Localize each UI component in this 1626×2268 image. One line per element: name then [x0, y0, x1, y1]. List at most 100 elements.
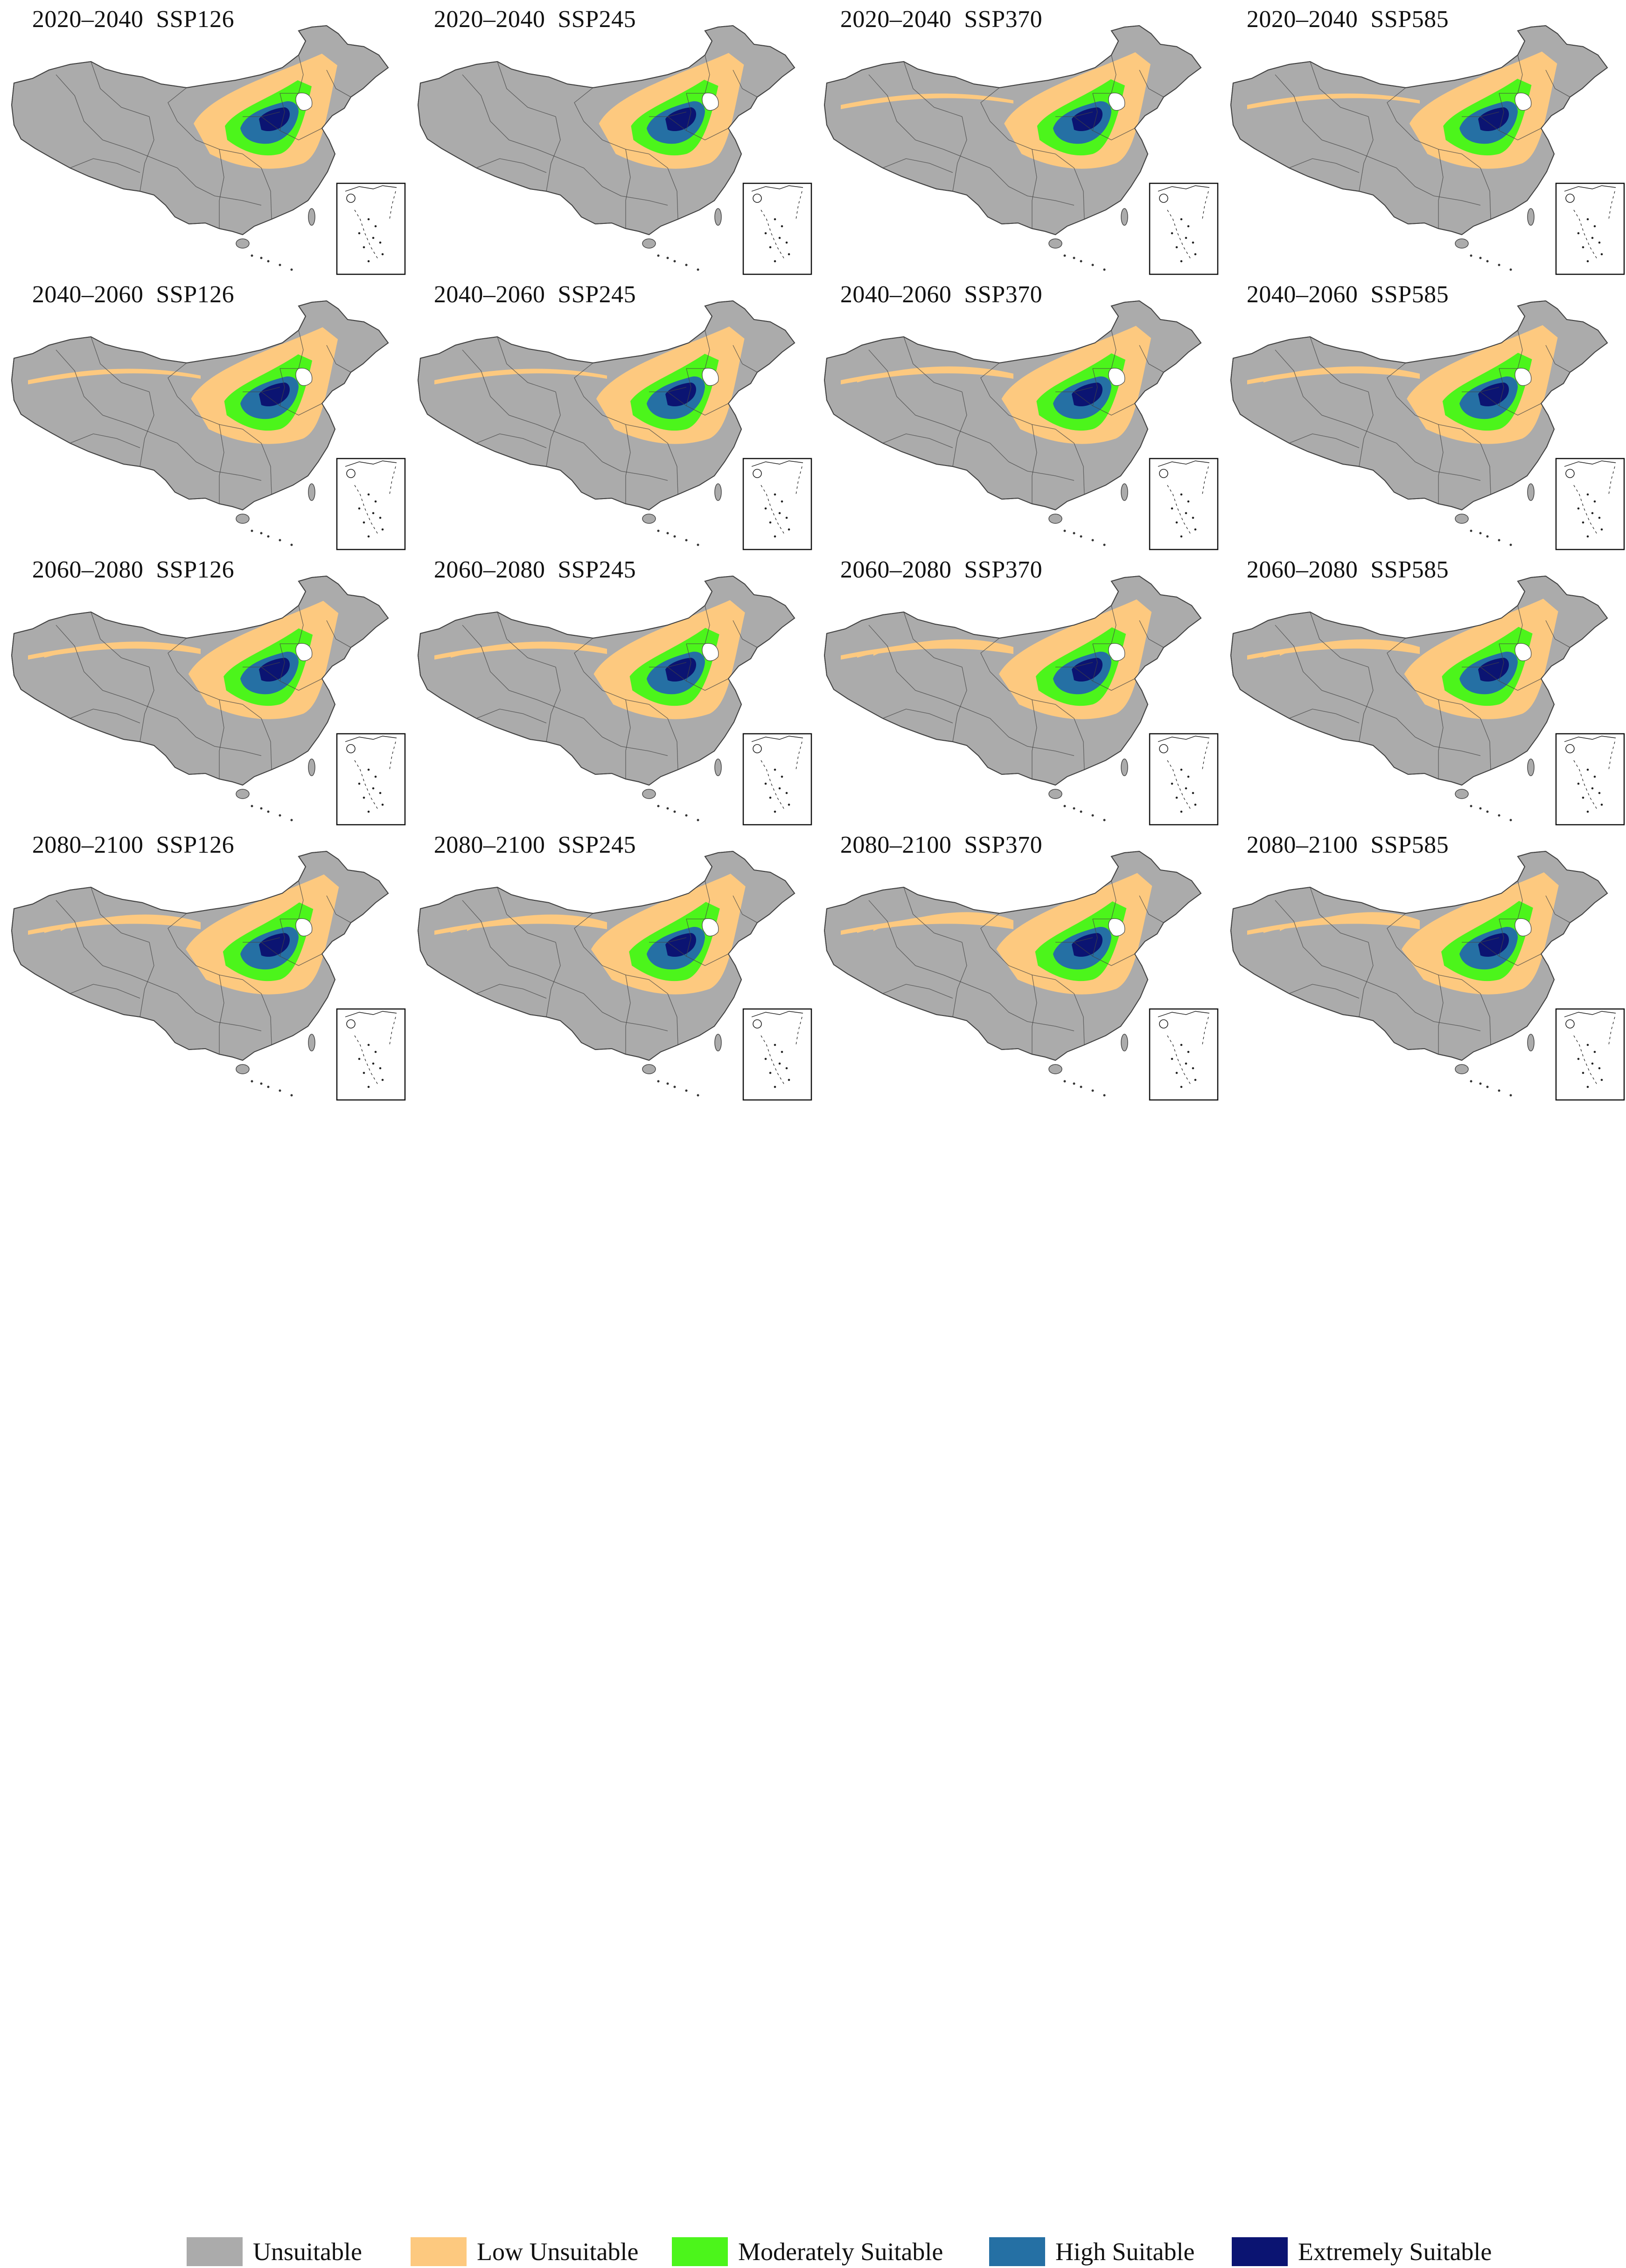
- taiwan-island: [1527, 1034, 1535, 1051]
- small-island-dot: [1486, 535, 1489, 538]
- panel-title: 2060–2080 SSP245: [433, 557, 636, 583]
- country-outline: [11, 850, 389, 1061]
- province-boundaries: [56, 55, 351, 229]
- south-china-sea-inset: [1149, 733, 1219, 826]
- china-suitability-map: [417, 25, 812, 275]
- legend-label-high-suitable: High Suitable: [1055, 2238, 1195, 2266]
- small-island-dot: [251, 529, 253, 532]
- bohai-sea: [1108, 92, 1125, 111]
- small-island-dot: [1470, 1080, 1472, 1083]
- low-unsuitable-streak: [841, 644, 1013, 660]
- map-panel: 2040–2060 SSP370: [813, 275, 1219, 550]
- small-island-dot: [1479, 1082, 1482, 1085]
- small-island-dot: [1063, 805, 1066, 807]
- legend-swatch-unsuitable: [187, 2237, 243, 2266]
- small-island-dot: [1080, 260, 1082, 263]
- taiwan-island: [308, 483, 315, 501]
- small-island-dot: [666, 257, 669, 259]
- bohai-sea: [702, 643, 719, 661]
- small-island-dot: [267, 260, 270, 263]
- china-suitability-map: [11, 300, 406, 550]
- map-panel: 2060–2080 SSP370: [813, 550, 1219, 826]
- bohai-sea: [702, 918, 719, 937]
- south-china-sea-inset: [742, 733, 812, 826]
- map-panel: 2020–2040 SSP126: [0, 0, 406, 275]
- panel-title: 2080–2100 SSP585: [1246, 832, 1449, 858]
- china-suitability-map: [11, 575, 406, 826]
- country-outline: [417, 850, 796, 1061]
- small-island-dot: [1063, 254, 1066, 257]
- legend: Unsuitable Low Unsuitable Moderately Sui…: [0, 1110, 1626, 2266]
- small-island-dot: [1073, 532, 1075, 535]
- small-island-dot: [1103, 819, 1106, 821]
- small-island-dot: [1091, 814, 1094, 817]
- small-island-dot: [673, 1085, 676, 1088]
- low-unsuitable-streak: [873, 639, 1013, 656]
- small-island-dot: [666, 1082, 669, 1085]
- hainan-island: [642, 1064, 656, 1074]
- china-suitability-map: [823, 25, 1219, 275]
- hainan-island: [1455, 238, 1469, 249]
- taiwan-island: [714, 483, 722, 501]
- province-boundaries: [1275, 880, 1570, 1054]
- small-island-dot: [657, 254, 660, 257]
- small-island-dot: [673, 260, 676, 263]
- map-panel: 2060–2080 SSP585: [1219, 550, 1626, 826]
- small-island-dot: [290, 268, 293, 271]
- south-china-sea-inset: [1149, 1008, 1219, 1101]
- country-outline: [1230, 25, 1608, 236]
- taiwan-island: [308, 208, 315, 226]
- hainan-island: [1048, 514, 1062, 524]
- small-island-dot: [267, 1085, 270, 1088]
- panel-title: 2020–2040 SSP370: [840, 6, 1043, 33]
- map-panel: 2020–2040 SSP245: [406, 0, 813, 275]
- low-unsuitable-streak: [857, 641, 1013, 658]
- taiwan-island: [714, 208, 722, 226]
- extremely-suitable-zone: [259, 383, 290, 407]
- small-island-dot: [251, 254, 253, 257]
- south-china-sea-inset: [1555, 733, 1625, 826]
- small-island-dot: [673, 535, 676, 538]
- small-island-dot: [260, 257, 263, 259]
- china-suitability-map: [417, 575, 812, 826]
- legend-swatch-moderately-suitable: [672, 2237, 728, 2266]
- panel-title: 2060–2080 SSP370: [840, 557, 1043, 583]
- small-island-dot: [1509, 1094, 1512, 1097]
- hainan-island: [642, 789, 656, 799]
- low-unsuitable-streak: [1247, 369, 1420, 384]
- legend-label-unsuitable: Unsuitable: [253, 2238, 362, 2266]
- small-island-dot: [260, 532, 263, 535]
- small-island-dot: [267, 810, 270, 813]
- small-island-dot: [260, 1082, 263, 1085]
- small-island-dot: [251, 1080, 253, 1083]
- map-panel: 2080–2100 SSP370: [813, 826, 1219, 1101]
- country-outline: [11, 25, 389, 236]
- low-unsuitable-streak: [1247, 93, 1420, 109]
- taiwan-island: [1121, 758, 1128, 776]
- map-panel: 2040–2060 SSP585: [1219, 275, 1626, 550]
- low-unsuitable-streak: [434, 644, 607, 660]
- province-boundaries: [1275, 605, 1570, 779]
- low-unsuitable-streak: [434, 369, 607, 384]
- china-suitability-map: [823, 850, 1219, 1101]
- small-island-dot: [657, 1080, 660, 1083]
- small-island-dot: [697, 268, 699, 271]
- panel-title: 2080–2100 SSP370: [840, 832, 1043, 858]
- taiwan-island: [1121, 1034, 1128, 1051]
- low-unsuitable-streak: [857, 366, 1013, 383]
- map-panel: 2080–2100 SSP585: [1219, 826, 1626, 1101]
- country-outline: [1230, 850, 1608, 1061]
- china-suitability-map: [1230, 575, 1625, 826]
- small-island-dot: [290, 543, 293, 546]
- panel-title: 2040–2060 SSP126: [32, 281, 235, 308]
- small-island-dot: [1470, 805, 1472, 807]
- bohai-sea: [1514, 92, 1532, 111]
- country-outline: [823, 575, 1202, 786]
- extremely-suitable-zone: [1478, 658, 1509, 682]
- small-island-dot: [685, 264, 688, 266]
- suitability-overlay: [434, 874, 746, 995]
- small-island-dot: [1479, 807, 1482, 810]
- legend-label-low-unsuitable: Low Unsuitable: [477, 2238, 639, 2266]
- south-china-sea-inset: [336, 182, 406, 275]
- province-boundaries: [462, 605, 758, 779]
